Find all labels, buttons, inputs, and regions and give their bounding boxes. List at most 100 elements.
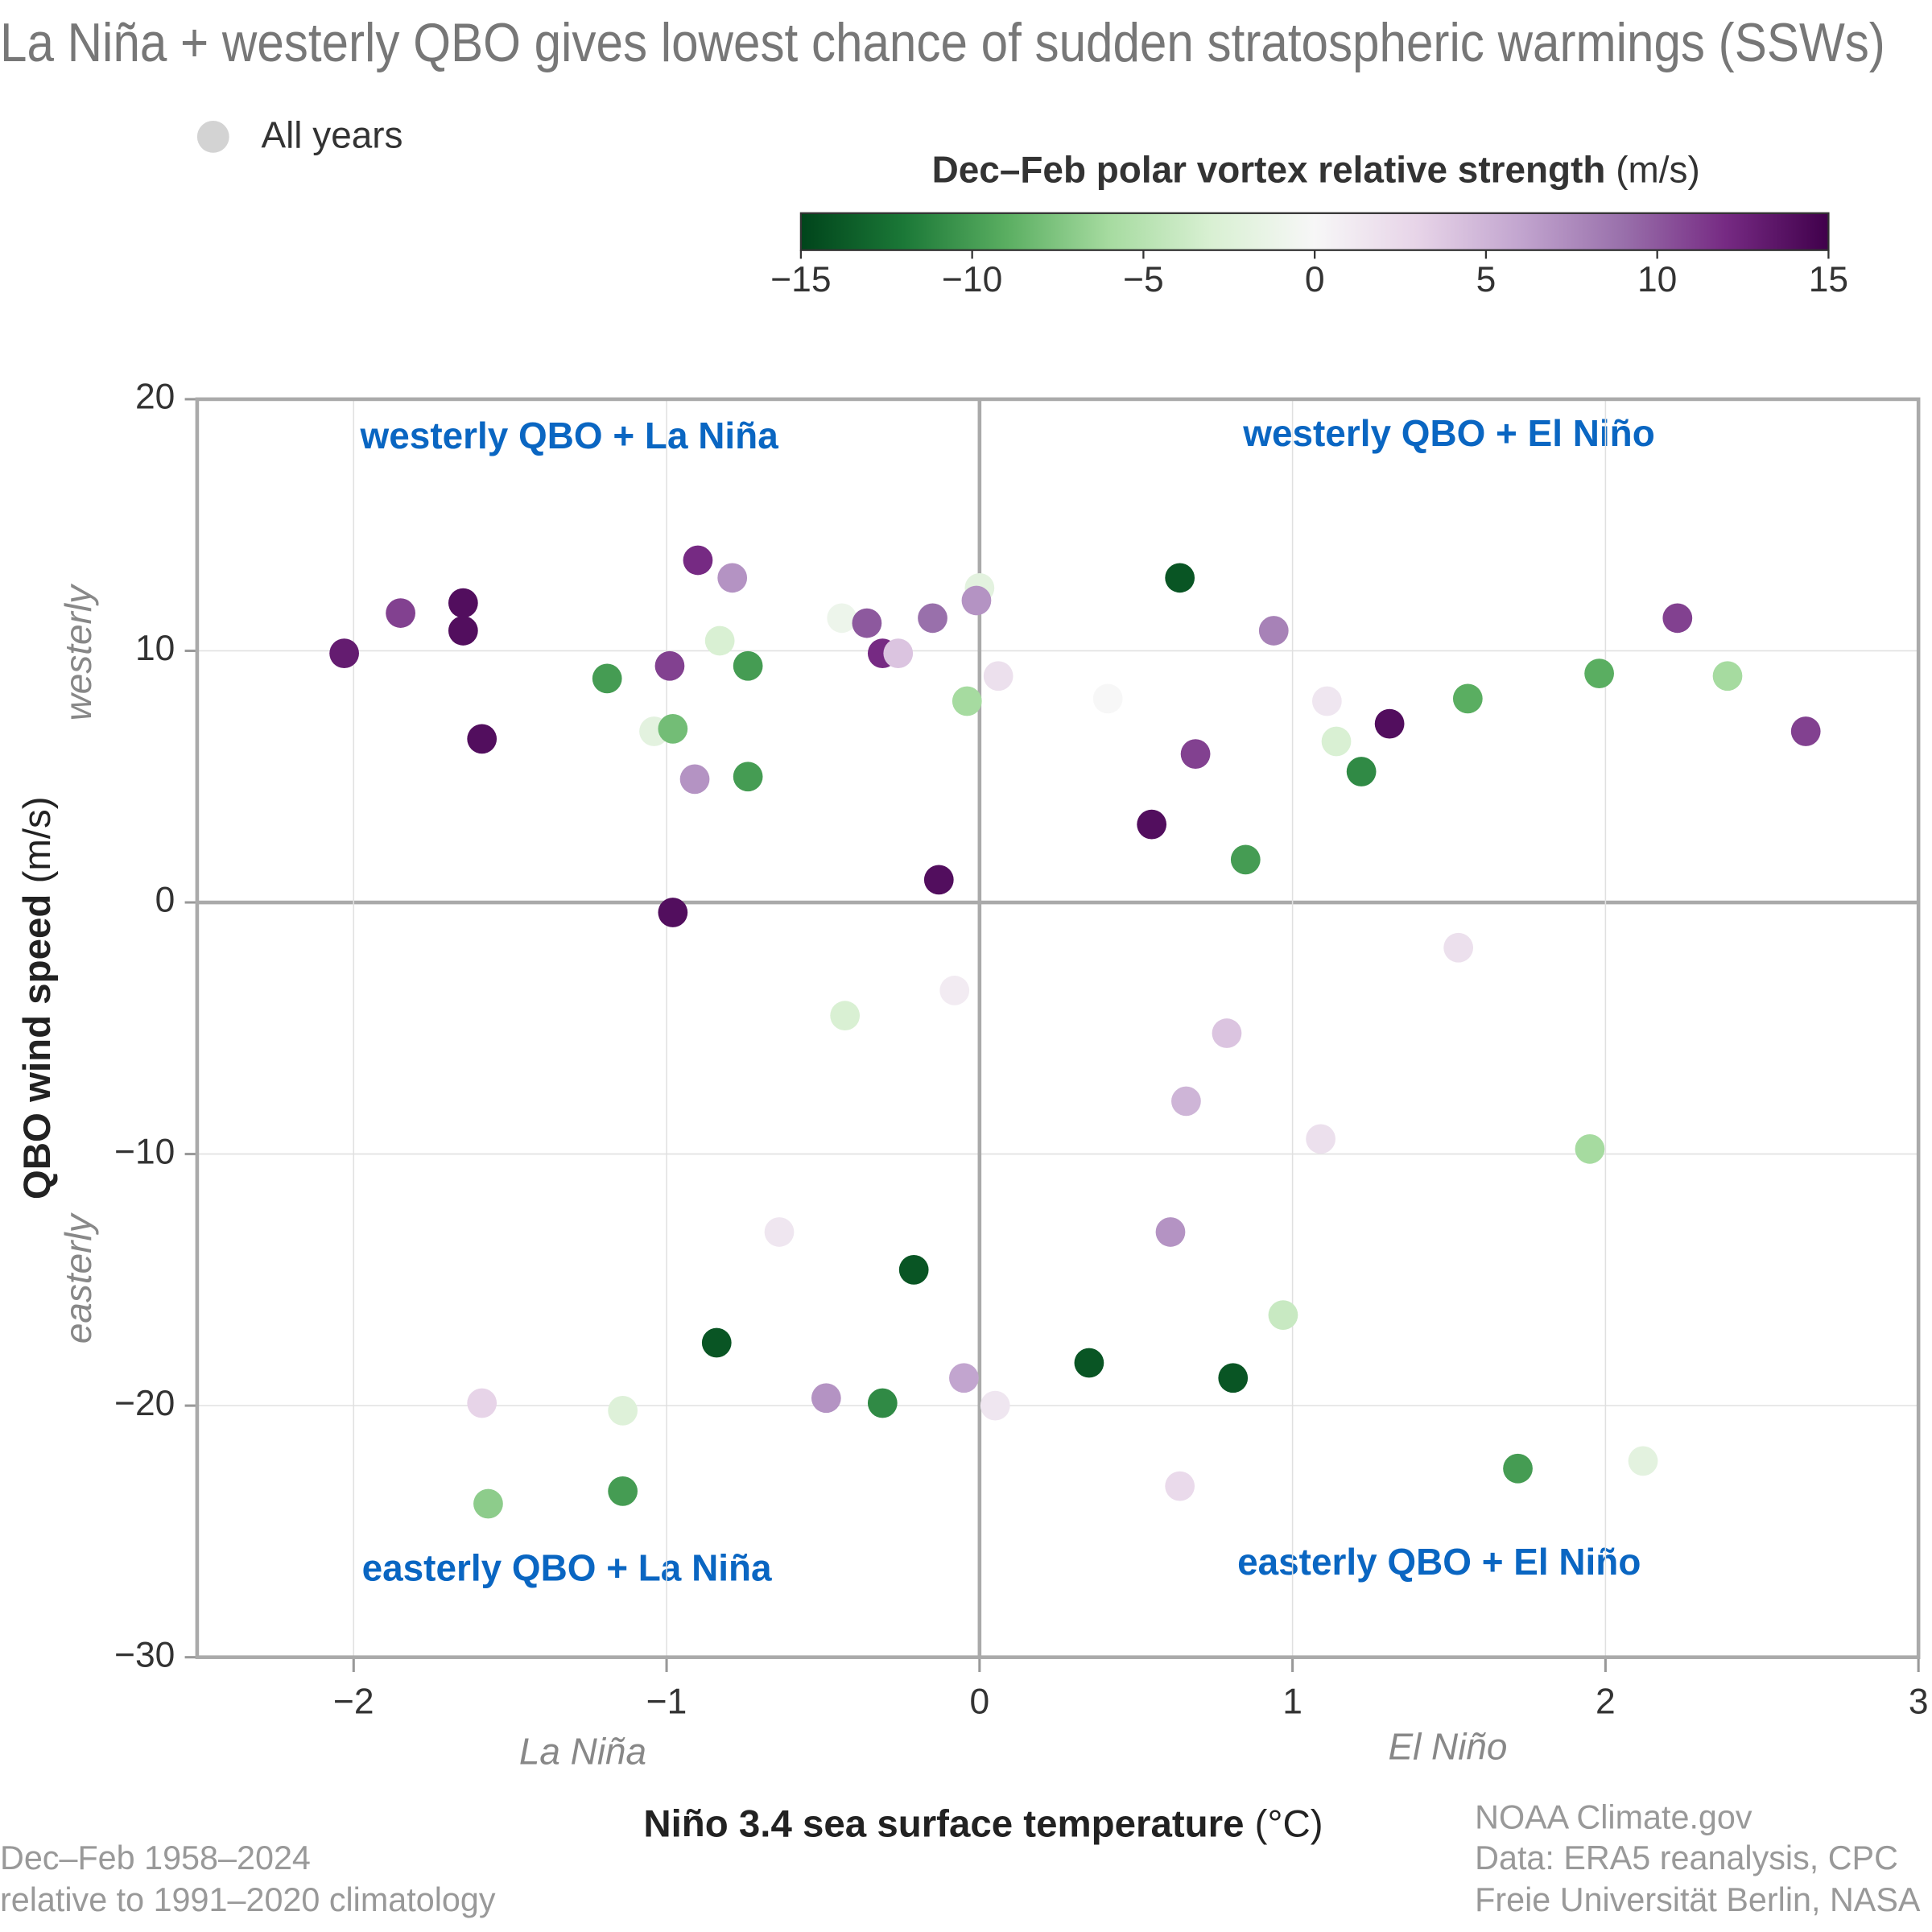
legend-marker xyxy=(196,121,229,153)
data-point xyxy=(1165,1471,1195,1501)
data-point xyxy=(1443,932,1474,963)
data-point xyxy=(830,1001,861,1031)
data-point xyxy=(1074,1348,1104,1378)
y-axis-title: QBO wind speed (m/s) xyxy=(16,796,59,1199)
x-tick-label: −2 xyxy=(333,1682,374,1722)
axis-annotation: El Niño xyxy=(1388,1726,1507,1768)
data-point xyxy=(1230,844,1261,875)
colorbar-tick-label: −10 xyxy=(942,260,1002,299)
data-point xyxy=(658,713,688,744)
data-point xyxy=(764,1217,795,1247)
y-tick-label: −30 xyxy=(114,1635,175,1674)
data-point xyxy=(1628,1446,1658,1476)
quadrant-label: easterly QBO + La Niña xyxy=(362,1547,772,1589)
data-point xyxy=(1584,658,1614,688)
data-point xyxy=(448,588,478,618)
data-point xyxy=(679,764,710,795)
data-point xyxy=(592,663,622,694)
data-point xyxy=(733,762,763,792)
colorbar-tick-label: 10 xyxy=(1637,260,1677,299)
data-point xyxy=(883,638,914,668)
data-point xyxy=(1268,1300,1298,1330)
data-point xyxy=(658,898,688,927)
data-point xyxy=(1306,1124,1335,1154)
x-axis-unit: (°C) xyxy=(1255,1802,1323,1845)
data-point xyxy=(961,585,992,616)
data-point xyxy=(473,1488,503,1519)
data-point xyxy=(983,661,1013,691)
y-axis-label: QBO wind speed xyxy=(16,894,59,1200)
data-point xyxy=(683,545,713,576)
data-point xyxy=(704,625,735,656)
colorbar-tick-label: 5 xyxy=(1476,260,1496,299)
data-point xyxy=(1218,1363,1249,1393)
data-point xyxy=(1137,809,1167,840)
data-point xyxy=(898,1254,929,1285)
colorbar-tick-label: 0 xyxy=(1305,260,1325,299)
colorbar-tick-label: −15 xyxy=(770,260,831,299)
data-point xyxy=(980,1390,1010,1421)
x-axis-label: Niño 3.4 sea surface temperature xyxy=(643,1802,1244,1845)
chart-title: La Niña + westerly QBO gives lowest chan… xyxy=(0,13,1885,73)
x-tick-label: −1 xyxy=(646,1682,687,1722)
colorbar-label: Dec–Feb polar vortex relative strength xyxy=(932,148,1606,190)
x-tick-label: 0 xyxy=(969,1682,989,1722)
data-point xyxy=(1452,683,1483,714)
data-point xyxy=(1321,726,1352,757)
data-point xyxy=(1312,686,1342,716)
footnote: Dec–Feb 1958–2024 xyxy=(0,1839,311,1876)
data-point xyxy=(654,650,685,681)
colorbar-tick-label: 15 xyxy=(1809,260,1848,299)
x-axis-title: Niño 3.4 sea surface temperature (°C) xyxy=(643,1802,1323,1845)
quadrant-label: westerly QBO + El Niño xyxy=(1242,412,1655,454)
data-point xyxy=(329,638,359,668)
data-point xyxy=(1374,708,1405,739)
footnote: relative to 1991–2020 climatology xyxy=(0,1881,496,1918)
data-point xyxy=(867,1388,898,1418)
data-point xyxy=(467,724,497,754)
data-point xyxy=(1258,616,1289,646)
legend-label: All years xyxy=(261,114,402,156)
data-point xyxy=(1165,563,1195,593)
axis-annotation: easterly xyxy=(57,1212,99,1344)
credit: Freie Universität Berlin, NASA xyxy=(1475,1881,1921,1918)
data-point xyxy=(608,1396,638,1426)
data-point xyxy=(701,1327,732,1358)
colorbar-tick-label: −5 xyxy=(1123,260,1164,299)
quadrant-label: easterly QBO + El Niño xyxy=(1237,1541,1641,1583)
x-tick-label: 3 xyxy=(1909,1682,1929,1722)
data-point xyxy=(717,563,748,593)
credit: Data: ERA5 reanalysis, CPC xyxy=(1475,1839,1898,1876)
data-point xyxy=(827,603,857,634)
axis-annotation: La Niña xyxy=(519,1731,646,1773)
data-point xyxy=(1171,1086,1201,1117)
data-point xyxy=(1212,1018,1242,1048)
data-point xyxy=(852,608,882,638)
data-point xyxy=(1155,1217,1186,1247)
quadrant-label: westerly QBO + La Niña xyxy=(360,415,779,456)
data-point xyxy=(1092,683,1123,714)
data-point xyxy=(1712,661,1743,691)
colorbar-title: Dec–Feb polar vortex relative strength (… xyxy=(932,148,1700,190)
y-tick-label: −10 xyxy=(114,1132,175,1171)
data-point xyxy=(918,603,947,634)
x-tick-label: 2 xyxy=(1596,1682,1616,1722)
credit: NOAA Climate.gov xyxy=(1475,1799,1752,1836)
y-axis-unit: (m/s) xyxy=(16,796,59,883)
data-point xyxy=(1503,1453,1533,1484)
data-point xyxy=(386,598,415,628)
y-tick-label: 10 xyxy=(135,629,175,668)
data-point xyxy=(949,1363,979,1393)
y-tick-label: 0 xyxy=(155,881,175,920)
data-point xyxy=(448,616,478,646)
y-tick-label: 20 xyxy=(135,378,175,417)
x-tick-label: 1 xyxy=(1282,1682,1302,1722)
data-point xyxy=(811,1383,841,1414)
y-tick-label: −20 xyxy=(114,1384,175,1423)
colorbar xyxy=(799,212,1830,251)
data-point xyxy=(1180,739,1211,769)
data-point xyxy=(1662,603,1693,634)
data-point xyxy=(923,865,954,895)
